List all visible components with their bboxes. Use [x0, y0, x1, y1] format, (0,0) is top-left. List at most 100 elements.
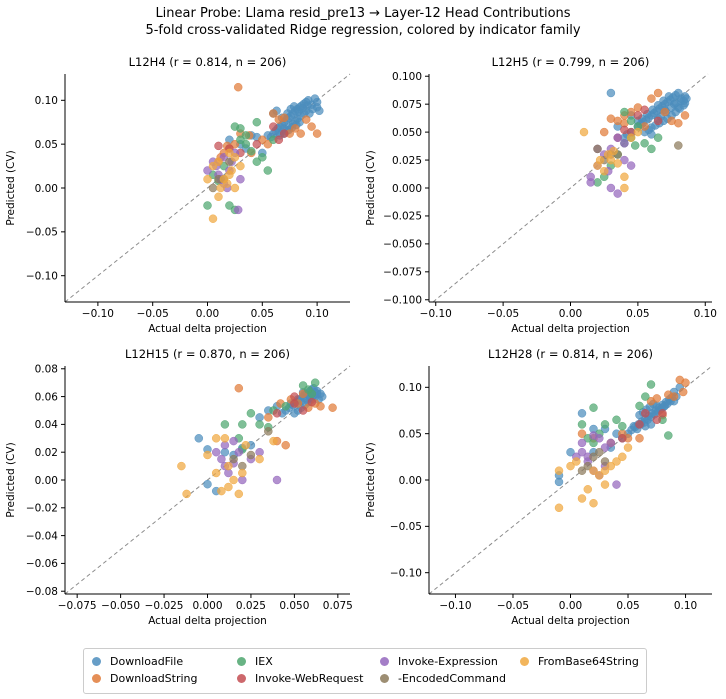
data-point [307, 397, 317, 407]
data-point [290, 392, 299, 401]
data-point [635, 401, 644, 411]
legend-marker [380, 657, 389, 666]
x-tick-label: 0.05 [626, 308, 649, 320]
data-point [613, 133, 622, 142]
data-point [236, 161, 245, 171]
data-point [246, 450, 256, 460]
y-tick-label: −0.05 [390, 521, 422, 533]
data-point [600, 466, 610, 475]
data-point [600, 443, 610, 452]
data-point [224, 461, 233, 471]
data-point [296, 129, 305, 138]
data-point [298, 406, 308, 415]
x-tick-label: 0.00 [196, 308, 219, 320]
data-point [600, 420, 610, 429]
data-point [252, 117, 262, 127]
data-point [214, 141, 223, 151]
y-tick-label: 0.00 [35, 183, 58, 195]
x-tick-label: −0.050 [101, 600, 140, 612]
data-point [238, 420, 247, 429]
data-point [225, 148, 234, 158]
data-point [595, 434, 604, 443]
data-point [203, 450, 212, 460]
figure-title-line-1: Linear Probe: Llama resid_pre13 → Layer-… [155, 6, 571, 21]
data-point [307, 122, 316, 131]
data-point [177, 461, 186, 471]
series-frombase64string [177, 434, 278, 499]
data-point [623, 443, 633, 452]
data-point [641, 409, 650, 418]
data-point [301, 115, 311, 124]
data-point [208, 183, 218, 193]
data-point [612, 480, 621, 489]
y-tick-label: −0.05 [26, 227, 58, 239]
data-point [630, 141, 640, 150]
y-tick-label: −0.04 [26, 530, 58, 542]
data-point [255, 420, 264, 429]
data-point [316, 402, 325, 411]
data-point [674, 118, 683, 128]
y-tick-label: 0.06 [35, 391, 59, 403]
data-point [255, 454, 264, 464]
data-point [599, 127, 609, 137]
data-point [264, 413, 273, 422]
series-iex [203, 117, 278, 215]
data-point [613, 189, 622, 198]
data-point [640, 139, 649, 148]
data-point [263, 166, 273, 175]
data-point [618, 452, 627, 462]
data-point [566, 461, 575, 471]
data-point [236, 174, 245, 184]
legend: DownloadFile DownloadString IEX Invoke-WebR… [83, 648, 647, 694]
data-point [653, 116, 663, 126]
legend-label: Invoke-Expression [398, 655, 498, 668]
data-point [234, 489, 244, 499]
figure-canvas: L12H4 (r = 0.814, n = 206) −0.10 −0.05 0.00… [5, 55, 717, 627]
data-point [211, 447, 221, 457]
data-point [572, 457, 581, 466]
x-tick-label: −0.05 [487, 308, 519, 320]
panel-1: L12H4 (r = 0.814, n = 206) −0.10 −0.05 0.00… [5, 55, 351, 335]
data-point [310, 378, 320, 387]
data-point [606, 183, 616, 193]
legend-label: Invoke-WebRequest [255, 672, 364, 685]
data-point [224, 482, 233, 492]
data-point [577, 420, 587, 429]
data-point [230, 183, 240, 193]
series-encodedcommand [229, 427, 273, 471]
series-frombase64string [203, 148, 245, 223]
data-point [220, 434, 230, 443]
data-point [583, 461, 593, 471]
data-point [252, 157, 262, 166]
legend-label: DownloadString [110, 672, 198, 685]
data-point [274, 115, 284, 124]
legend-label: FromBase64String [538, 655, 639, 668]
data-point [194, 434, 204, 443]
x-tick-label: 0.10 [694, 308, 717, 320]
y-tick-label: −0.08 [26, 586, 58, 598]
panel-3: L12H15 (r = 0.870, n = 206)−0.075 −0.050−… [5, 347, 353, 627]
x-tick-label: 0.025 [236, 600, 266, 612]
data-point [606, 88, 616, 98]
data-point [315, 106, 324, 116]
data-point [660, 107, 670, 117]
data-point [620, 155, 629, 165]
y-axis-label: Predicted (CV) [365, 442, 377, 517]
x-tick-label: 0.05 [251, 308, 274, 320]
data-point [664, 390, 673, 399]
y-tick-label: −0.025 [383, 211, 422, 223]
data-point [577, 494, 587, 503]
x-axis-label: Actual delta projection [148, 615, 267, 627]
data-point [647, 94, 656, 103]
data-point [595, 155, 605, 165]
legend-entry: IEX [237, 655, 273, 668]
data-point [554, 477, 564, 487]
data-point [577, 429, 587, 438]
legend-entry: -EncodedCommand [380, 672, 506, 685]
data-point [620, 107, 629, 117]
data-point [626, 116, 636, 126]
data-point [620, 172, 629, 182]
legend-entry: DownloadFile [92, 655, 183, 668]
y-tick-label: −0.02 [26, 503, 58, 515]
data-point [678, 387, 688, 397]
